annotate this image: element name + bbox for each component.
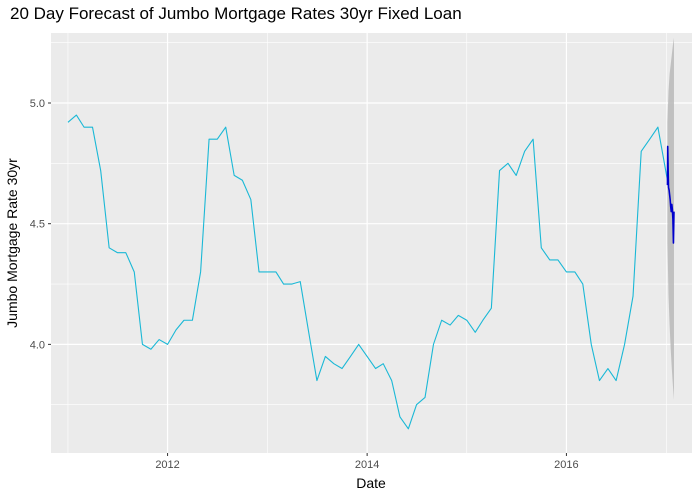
x-tick-label: 2012	[155, 459, 179, 471]
y-tick-label: 4.5	[30, 219, 45, 231]
x-tick-label: 2016	[554, 459, 578, 471]
forecast-band-group	[667, 37, 674, 400]
history-line	[67, 114, 668, 430]
forecast-interval-band	[667, 37, 674, 400]
forecast-line	[666, 145, 675, 244]
plot-panel	[51, 33, 692, 453]
x-tick-label: 2014	[355, 459, 379, 471]
series-lines	[67, 114, 675, 430]
grid-lines	[51, 33, 692, 453]
y-tick-label: 5.0	[30, 98, 45, 110]
axis-ticks: 2012 2014 2016 4.0 4.5 5.0	[30, 98, 579, 471]
y-axis-title: Jumbo Mortgage Rate 30yr	[4, 158, 20, 328]
y-tick-label: 4.0	[30, 339, 45, 351]
x-axis-title: Date	[356, 475, 386, 491]
chart-title: 20 Day Forecast of Jumbo Mortgage Rates …	[10, 4, 462, 23]
